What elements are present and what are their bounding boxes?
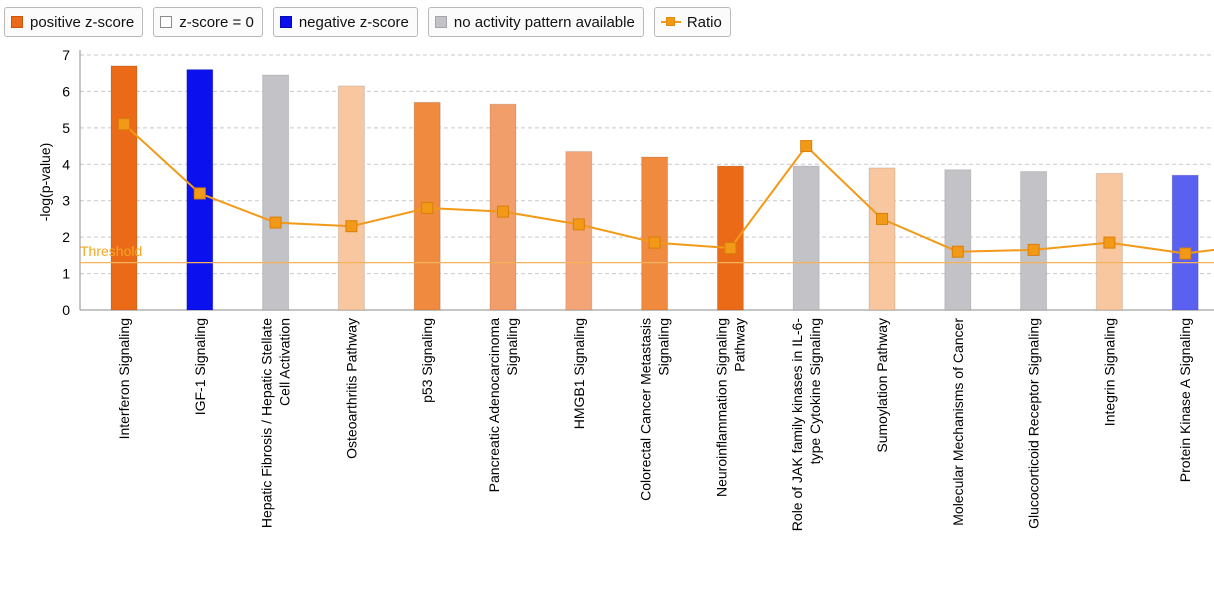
x-tick-label-line: Neuroinflammation Signaling [713, 318, 729, 497]
y-tick-label: 6 [62, 83, 70, 99]
x-tick-label: Integrin Signaling [1101, 318, 1117, 426]
x-tick-label-line: Osteoarthritis Pathway [343, 318, 359, 459]
x-tick-label: Sumoylation Pathway [874, 318, 890, 453]
legend-item-positive-z-score: positive z-score [4, 7, 144, 37]
positive-z-score-swatch [11, 16, 23, 28]
ratio-line-swatch [660, 16, 681, 28]
x-tick-label: HMGB1 Signaling [571, 318, 587, 429]
y-tick-label: 7 [62, 47, 70, 63]
x-tick-label-line: Pathway [731, 318, 747, 372]
x-tick-label-line: HMGB1 Signaling [571, 318, 587, 429]
x-tick-label: Molecular Mechanisms of Cancer [950, 318, 966, 526]
negative-z-score-swatch [279, 16, 292, 28]
y-tick-label: 3 [62, 193, 70, 209]
x-tick-label: Colorectal Cancer Metastasis Signaling [638, 318, 672, 501]
ratio-point [421, 202, 434, 214]
ratio-point [345, 220, 358, 233]
bar [565, 151, 593, 311]
x-tick-label: Osteoarthritis Pathway [343, 318, 359, 459]
no-activity-swatch [434, 16, 447, 28]
bar [262, 74, 290, 311]
ratio-series [118, 118, 1214, 260]
x-tick-label-line: Colorectal Cancer Metastasis [638, 318, 654, 501]
legend-item-no-activity: no activity pattern available [427, 7, 644, 37]
ratio-point [876, 212, 888, 225]
bar [1171, 174, 1199, 311]
x-tick-label-line: type Cytokine Signaling [807, 318, 823, 464]
x-tick-label-line: Molecular Mechanisms of Cancer [950, 318, 966, 526]
y-tick-label: 1 [62, 266, 70, 282]
x-tick-label-line: Cell Activation [277, 318, 293, 406]
x-tick-label-line: p53 Signaling [419, 318, 435, 403]
y-tick-label: 5 [62, 120, 70, 136]
bars [110, 65, 1199, 311]
x-tick-label-line: Integrin Signaling [1101, 318, 1117, 426]
x-tick-label: IGF-1 Signaling [192, 318, 208, 415]
bar [868, 167, 896, 311]
x-tick-label-line: Glucocorticoid Receptor Signaling [1026, 318, 1042, 529]
legend-label: Ratio [686, 13, 722, 31]
x-tick-label: Glucocorticoid Receptor Signaling [1026, 318, 1042, 529]
bar [944, 169, 972, 311]
legend: positive z-score z-score = 0 negative z-… [4, 6, 741, 38]
ratio-point [118, 118, 130, 131]
ratio-point [951, 245, 964, 258]
legend-item-zero-z-score: z-score = 0 [153, 7, 263, 37]
ratio-point [1027, 243, 1040, 256]
x-tick-label-line: Protein Kinase A Signaling [1177, 318, 1193, 482]
ratio-point [724, 242, 737, 255]
legend-label: z-score = 0 [179, 13, 254, 31]
bar [792, 165, 820, 311]
legend-item-negative-z-score: negative z-score [272, 7, 418, 37]
ratio-point [497, 205, 509, 218]
bar [337, 85, 365, 311]
ratio-line [123, 123, 1214, 255]
bar [110, 65, 138, 311]
legend-label: negative z-score [298, 13, 409, 31]
bar [641, 156, 669, 311]
x-tick-label: Interferon Signaling [116, 318, 132, 439]
ratio-point [572, 218, 585, 231]
x-tick-label: Role of JAK family kinases in IL-6- type … [789, 318, 823, 532]
x-tick-labels: Interferon Signaling IGF-1 Signaling Hepat… [116, 318, 1193, 532]
x-tick-label-line: Signaling [656, 318, 672, 376]
y-tick-label: 0 [62, 302, 70, 318]
x-tick-label: Neuroinflammation Signaling Pathway [713, 318, 747, 497]
ratio-point [648, 236, 661, 249]
x-tick-label-line: Pancreatic Adenocarcinoma [486, 318, 502, 493]
legend-label: no activity pattern available [453, 13, 635, 31]
x-tick-label-line: Role of JAK family kinases in IL-6- [789, 318, 805, 532]
ratio-point [1103, 236, 1116, 249]
x-tick-label-line: Hepatic Fibrosis / Hepatic Stellate [259, 318, 275, 528]
x-tick-label: Protein Kinase A Signaling [1177, 318, 1193, 482]
ratio-point [193, 187, 206, 200]
x-tick-label: Hepatic Fibrosis / Hepatic Stellate Cell … [259, 318, 293, 528]
zero-z-score-swatch [160, 16, 173, 28]
x-tick-label-line: Interferon Signaling [116, 318, 132, 439]
ratio-point [800, 140, 813, 153]
ratio-point [269, 216, 282, 229]
y-tick-label: 4 [62, 156, 70, 172]
threshold-label: Threshold [80, 243, 142, 259]
threshold: Threshold [80, 243, 1214, 264]
y-axis-label: -log(p-value) [37, 143, 53, 222]
bar [489, 103, 517, 311]
x-tick-label-line: Sumoylation Pathway [874, 318, 890, 453]
legend-label: positive z-score [30, 13, 135, 31]
x-tick-label: Pancreatic Adenocarcinoma Signaling [486, 318, 520, 493]
legend-item-ratio: Ratio [653, 7, 731, 37]
y-tick-label: 2 [62, 229, 70, 245]
x-tick-label: p53 Signaling [419, 318, 435, 403]
x-tick-label-line: IGF-1 Signaling [192, 318, 208, 415]
ratio-point [1179, 247, 1192, 260]
bar [716, 165, 744, 311]
bar [1020, 171, 1048, 311]
x-tick-label-line: Signaling [504, 318, 520, 376]
